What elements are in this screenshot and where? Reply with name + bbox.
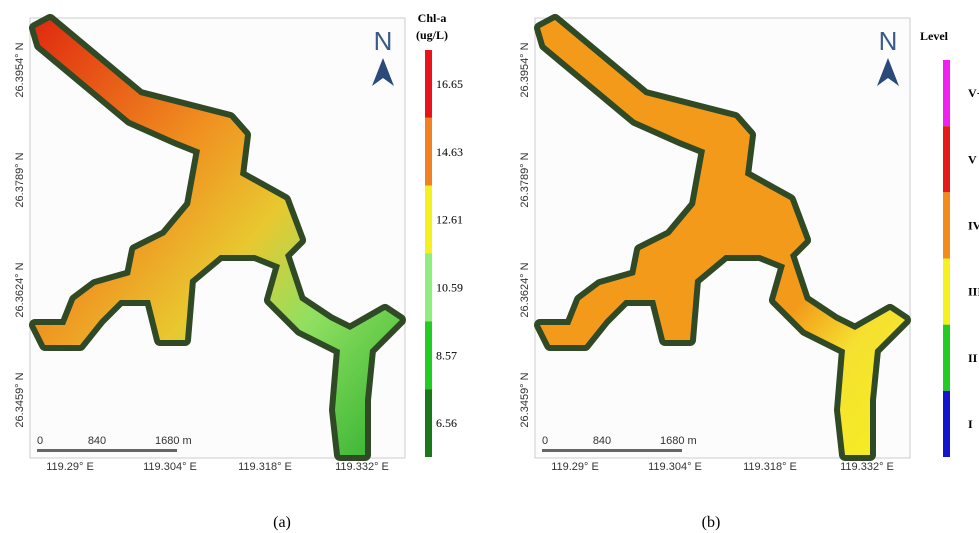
caption: (b) bbox=[702, 514, 721, 531]
legend-swatch bbox=[425, 254, 432, 322]
y-coord-label: 26.3459° N bbox=[14, 372, 26, 427]
y-coord-label: 26.3954° N bbox=[519, 42, 531, 97]
map-panel: 26.3954° N 26.3789° N 26.3624° N 26.3459° N… bbox=[519, 18, 910, 473]
north-label: N bbox=[374, 26, 393, 56]
legend-swatch bbox=[943, 391, 950, 457]
legend-swatch bbox=[943, 192, 950, 258]
scale-label: 1680 m bbox=[660, 435, 697, 447]
legend-label: 6.56 bbox=[436, 416, 457, 430]
map-panel: 26.3954° N 26.3789° N 26.3624° N 26.3459° N… bbox=[14, 18, 405, 473]
legend-swatch bbox=[943, 259, 950, 325]
x-coord-label: 119.332° E bbox=[840, 461, 894, 473]
x-coord-label: 119.332° E bbox=[335, 461, 389, 473]
legend-label: IV bbox=[968, 218, 979, 232]
caption: (a) bbox=[273, 514, 291, 531]
scale-label: 840 bbox=[593, 435, 611, 447]
legend-swatch bbox=[943, 325, 950, 391]
legend-swatch bbox=[943, 126, 950, 192]
scale-label: 0 bbox=[37, 435, 43, 447]
x-coord-label: 119.304° E bbox=[648, 461, 702, 473]
legend-label: 14.63 bbox=[436, 145, 463, 159]
x-coord-label: 119.318° E bbox=[238, 461, 292, 473]
legend-swatch bbox=[425, 321, 432, 389]
legend-label: 16.65 bbox=[436, 77, 463, 91]
y-coord-label: 26.3624° N bbox=[519, 262, 531, 317]
legend-swatch bbox=[425, 389, 432, 457]
legend-label: 10.59 bbox=[436, 280, 463, 294]
legend-label: 8.57 bbox=[436, 348, 457, 362]
x-coord-label: 119.304° E bbox=[143, 461, 197, 473]
x-coord-label: 119.29° E bbox=[46, 461, 94, 473]
legend-label: V bbox=[968, 152, 977, 166]
x-coord-label: 119.318° E bbox=[743, 461, 797, 473]
legend-swatch bbox=[425, 118, 432, 186]
scale-bar bbox=[37, 449, 177, 452]
figure: 26.3954° N 26.3789° N 26.3624° N 26.3459° N… bbox=[0, 0, 979, 533]
legend-title: (ug/L) bbox=[416, 28, 448, 42]
legend-title: Level bbox=[920, 29, 949, 43]
legend-label: V+ bbox=[968, 86, 979, 100]
y-coord-label: 26.3624° N bbox=[14, 262, 26, 317]
legend-label: II bbox=[968, 351, 978, 365]
y-coord-label: 26.3789° N bbox=[519, 152, 531, 207]
y-coord-label: 26.3954° N bbox=[14, 42, 26, 97]
legend-swatch bbox=[425, 186, 432, 254]
y-coord-label: 26.3789° N bbox=[14, 152, 26, 207]
scale-label: 0 bbox=[542, 435, 548, 447]
legend-label: I bbox=[968, 417, 973, 431]
legend-label: III bbox=[968, 285, 979, 299]
legend-title: Chl-a bbox=[418, 11, 447, 25]
scale-bar bbox=[542, 449, 682, 452]
legend-swatch bbox=[425, 50, 432, 118]
scale-label: 840 bbox=[88, 435, 106, 447]
scale-label: 1680 m bbox=[155, 435, 192, 447]
legend-swatch bbox=[943, 60, 950, 126]
y-coord-label: 26.3459° N bbox=[519, 372, 531, 427]
legend-label: 12.61 bbox=[436, 213, 463, 227]
north-label: N bbox=[879, 26, 898, 56]
x-coord-label: 119.29° E bbox=[551, 461, 599, 473]
